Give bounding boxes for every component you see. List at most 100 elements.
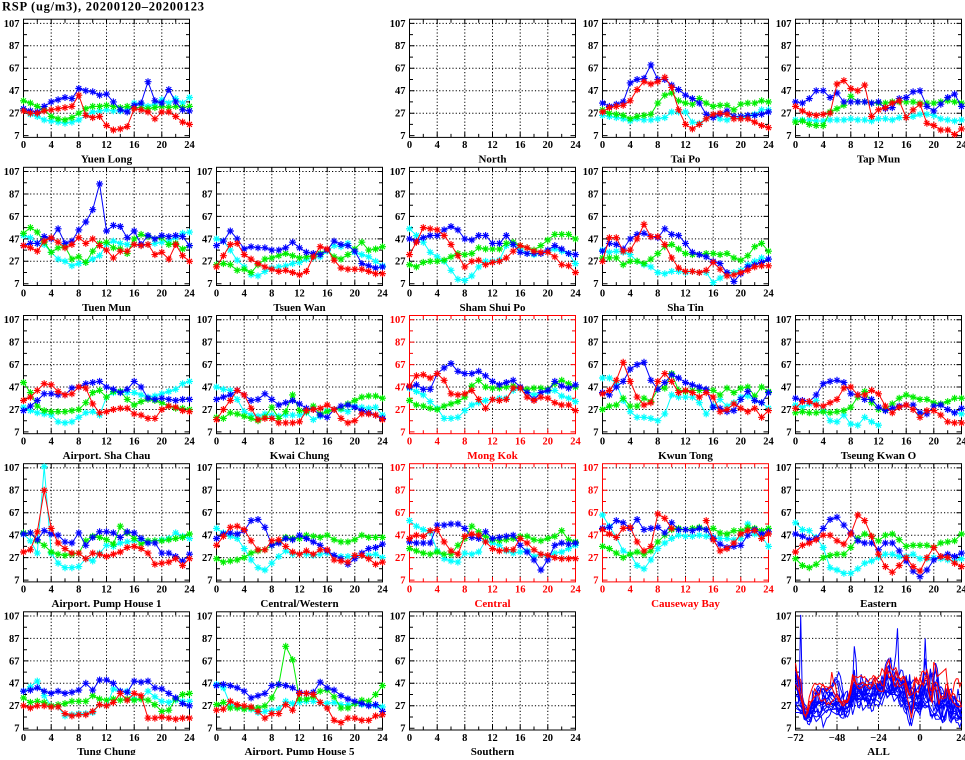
svg-text:47: 47 xyxy=(781,531,792,542)
svg-text:67: 67 xyxy=(202,212,213,223)
svg-text:12: 12 xyxy=(873,140,884,151)
svg-text:0: 0 xyxy=(600,288,605,299)
svg-text:4: 4 xyxy=(242,585,248,596)
svg-text:67: 67 xyxy=(588,64,599,75)
svg-text:47: 47 xyxy=(781,382,792,393)
svg-text:8: 8 xyxy=(76,585,81,596)
svg-text:16: 16 xyxy=(708,585,719,596)
svg-text:16: 16 xyxy=(901,585,912,596)
svg-text:24: 24 xyxy=(184,288,195,299)
svg-text:20: 20 xyxy=(543,585,554,596)
svg-text:16: 16 xyxy=(129,288,140,299)
svg-text:47: 47 xyxy=(202,679,213,690)
svg-text:8: 8 xyxy=(269,288,274,299)
svg-text:20: 20 xyxy=(157,585,168,596)
svg-text:4: 4 xyxy=(821,585,827,596)
svg-text:8: 8 xyxy=(269,437,274,448)
svg-text:87: 87 xyxy=(202,189,213,200)
svg-text:7: 7 xyxy=(593,131,598,142)
svg-text:7: 7 xyxy=(207,724,212,735)
svg-text:Tai Po: Tai Po xyxy=(671,154,701,166)
svg-text:27: 27 xyxy=(9,109,20,120)
svg-text:0: 0 xyxy=(600,140,605,151)
svg-text:20: 20 xyxy=(543,437,554,448)
svg-text:20: 20 xyxy=(157,733,168,744)
svg-text:47: 47 xyxy=(202,382,213,393)
svg-text:4: 4 xyxy=(49,585,55,596)
svg-text:16: 16 xyxy=(901,140,912,151)
svg-text:47: 47 xyxy=(588,382,599,393)
svg-text:67: 67 xyxy=(588,508,599,519)
svg-text:87: 87 xyxy=(588,486,599,497)
svg-text:4: 4 xyxy=(435,140,441,151)
svg-text:7: 7 xyxy=(14,131,19,142)
svg-text:67: 67 xyxy=(9,656,20,667)
svg-text:0: 0 xyxy=(407,437,412,448)
svg-text:67: 67 xyxy=(9,360,20,371)
svg-text:47: 47 xyxy=(9,531,20,542)
svg-text:24: 24 xyxy=(570,585,581,596)
svg-text:Tseung Kwan O: Tseung Kwan O xyxy=(841,450,917,462)
svg-text:47: 47 xyxy=(395,679,406,690)
svg-text:16: 16 xyxy=(129,437,140,448)
svg-text:107: 107 xyxy=(4,19,20,30)
svg-text:Sha Tin: Sha Tin xyxy=(667,302,704,314)
svg-text:0: 0 xyxy=(21,140,26,151)
svg-text:107: 107 xyxy=(583,167,599,178)
svg-text:107: 107 xyxy=(4,611,20,622)
svg-text:27: 27 xyxy=(395,257,406,268)
svg-text:27: 27 xyxy=(9,405,20,416)
svg-text:27: 27 xyxy=(781,405,792,416)
svg-text:24: 24 xyxy=(763,585,774,596)
svg-text:7: 7 xyxy=(400,724,405,735)
svg-text:107: 107 xyxy=(776,463,792,474)
svg-text:27: 27 xyxy=(9,701,20,712)
svg-text:7: 7 xyxy=(207,427,212,438)
svg-text:20: 20 xyxy=(736,140,747,151)
svg-text:47: 47 xyxy=(588,86,599,97)
svg-text:87: 87 xyxy=(202,634,213,645)
svg-text:ALL: ALL xyxy=(867,746,890,755)
svg-text:7: 7 xyxy=(400,279,405,290)
svg-text:87: 87 xyxy=(588,338,599,349)
svg-text:12: 12 xyxy=(101,733,112,744)
svg-text:24: 24 xyxy=(184,437,195,448)
svg-text:20: 20 xyxy=(157,140,168,151)
svg-text:16: 16 xyxy=(129,140,140,151)
svg-text:16: 16 xyxy=(515,733,526,744)
svg-text:Southern: Southern xyxy=(471,746,514,755)
svg-text:24: 24 xyxy=(570,437,581,448)
svg-text:20: 20 xyxy=(543,288,554,299)
svg-text:12: 12 xyxy=(487,733,498,744)
svg-text:87: 87 xyxy=(395,338,406,349)
svg-text:87: 87 xyxy=(9,486,20,497)
svg-text:Tsuen Wan: Tsuen Wan xyxy=(273,302,325,314)
svg-text:Central: Central xyxy=(474,598,510,610)
svg-text:67: 67 xyxy=(202,656,213,667)
svg-text:12: 12 xyxy=(101,437,112,448)
svg-text:107: 107 xyxy=(4,315,20,326)
svg-text:67: 67 xyxy=(395,508,406,519)
svg-text:87: 87 xyxy=(9,338,20,349)
svg-text:47: 47 xyxy=(395,86,406,97)
svg-text:12: 12 xyxy=(680,140,691,151)
svg-text:16: 16 xyxy=(515,140,526,151)
svg-text:4: 4 xyxy=(435,437,441,448)
svg-text:7: 7 xyxy=(786,427,791,438)
svg-text:24: 24 xyxy=(184,140,195,151)
svg-text:20: 20 xyxy=(350,437,361,448)
svg-text:67: 67 xyxy=(781,360,792,371)
svg-text:24: 24 xyxy=(956,140,965,151)
svg-text:16: 16 xyxy=(708,437,719,448)
svg-text:0: 0 xyxy=(214,733,219,744)
svg-text:RSP (ug/m3), 20200120–20200123: RSP (ug/m3), 20200120–20200123 xyxy=(2,0,205,14)
svg-text:27: 27 xyxy=(588,257,599,268)
svg-text:4: 4 xyxy=(821,437,827,448)
svg-text:47: 47 xyxy=(781,86,792,97)
svg-text:47: 47 xyxy=(395,234,406,245)
svg-text:87: 87 xyxy=(781,338,792,349)
svg-text:27: 27 xyxy=(202,553,213,564)
svg-text:87: 87 xyxy=(395,486,406,497)
svg-text:107: 107 xyxy=(390,315,406,326)
svg-text:27: 27 xyxy=(9,553,20,564)
